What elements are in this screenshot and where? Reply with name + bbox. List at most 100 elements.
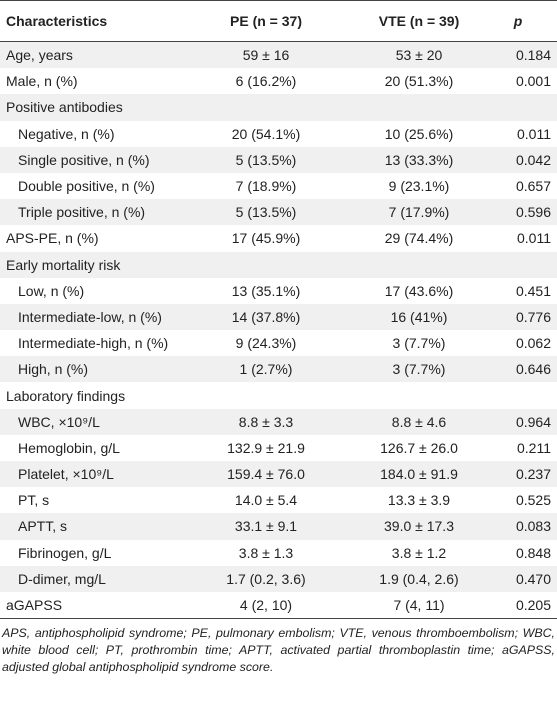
cell: 1 (2.7%) [186,356,346,383]
cell: 0.964 [492,408,557,435]
cell: 20 (51.3%) [384,73,454,90]
cell: 5 (13.5%) [186,199,346,226]
cell: 33.1 ± 9.1 [186,513,346,540]
header-row: Characteristics PE (n = 37) VTE (n = 39)… [0,0,557,42]
row-label: High, n (%) [0,356,186,383]
table-row: APTT, s 33.1 ± 9.1 39.0 ± 17.3 0.083 [0,513,557,540]
table-row: Double positive, n (%) 7 (18.9%) 9 (23.1%)… [0,173,557,199]
cell: 13 (35.1%) [231,282,301,299]
row-label: APTT, s [0,513,186,540]
cell: 7 (17.9%) [346,199,492,226]
table-row: Fibrinogen, g/L 3.8 ± 1.3 3.8 ± 1.2 0.848 [0,540,557,566]
row-label: Fibrinogen, g/L [18,544,112,561]
cell: 0.211 [517,439,551,456]
header-cell: PE (n = 37) [186,0,346,42]
cell: 0.470 [492,565,557,592]
cell: 132.9 ± 21.9 [227,439,305,456]
cell: 13.3 ± 3.9 [387,492,451,509]
cell: 6 (16.2%) [235,73,297,90]
cell: 0.184 [492,41,557,69]
group-label: Laboratory findings [6,387,126,404]
row-label: aGAPSS [0,591,186,620]
row-label: Platelet, ×10⁹/L [0,461,186,488]
cell: 16 (41%) [346,303,492,331]
cell: 3.8 ± 1.2 [391,544,447,561]
table-row: Laboratory findings [0,382,557,408]
table-row: PT, s 14.0 ± 5.4 13.3 ± 3.9 0.525 [0,487,557,513]
cell: 0.011 [517,230,551,247]
cell: 0.848 [515,544,551,561]
cell: 20 (54.1%) [231,125,301,142]
table-row: Intermediate-low, n (%) 14 (37.8%) 16 (41%… [0,303,557,331]
table-row: Intermediate-high, n (%) 9 (24.3%) 3 (7.7%… [0,330,557,356]
header-cell: VTE (n = 39) [346,0,492,42]
cell: 29 (74.4%) [384,230,454,247]
row-label: Single positive, n (%) [0,146,186,173]
cell: 0.062 [515,335,551,352]
cell: 3 (7.7%) [392,335,446,352]
cell: 0.646 [492,356,557,383]
table-row: Low, n (%) 13 (35.1%) 17 (43.6%) 0.451 [0,278,557,304]
table-row: APS-PE, n (%) 17 (45.9%) 29 (74.4%) 0.011 [0,225,557,251]
table-row: Negative, n (%) 20 (54.1%) 10 (25.6%) 0.011 [0,121,557,147]
cell: 5 (13.5%) [186,146,346,173]
cell: 8.8 ± 4.6 [346,408,492,435]
cell: 126.7 ± 26.0 [380,439,458,456]
cell: 14.0 ± 5.4 [234,492,298,509]
table-row: Hemoglobin, g/L 132.9 ± 21.9 126.7 ± 26.0 0… [0,435,557,461]
cell: 0.525 [515,492,551,509]
cell: 1.7 (0.2, 3.6) [186,565,346,592]
row-label: D-dimer, mg/L [0,565,186,592]
row-label: Double positive, n (%) [18,178,155,195]
row-label: WBC, ×10⁹/L [0,408,186,435]
cell: 0.083 [492,513,557,540]
table-body: Age, years 59 ± 16 53 ± 20 0.184 Male, n (%)… [0,41,557,620]
group-label: Early mortality risk [0,251,557,278]
table-row: Age, years 59 ± 16 53 ± 20 0.184 [0,41,557,69]
row-label: Triple positive, n (%) [0,199,186,226]
row-label: PT, s [18,492,50,509]
table-row: Single positive, n (%) 5 (13.5%) 13 (33.3%… [0,146,557,173]
header-cell: Characteristics [0,0,186,42]
cell: 9 (24.3%) [235,335,297,352]
table-row: Positive antibodies [0,94,557,121]
cell: 3 (7.7%) [346,356,492,383]
cell: 159.4 ± 76.0 [186,461,346,488]
data-table: Characteristics PE (n = 37) VTE (n = 39)… [0,0,557,620]
cell: 184.0 ± 91.9 [346,461,492,488]
cell: 7 (4, 11) [346,591,492,620]
table-row: Triple positive, n (%) 5 (13.5%) 7 (17.9%)… [0,199,557,226]
cell: 0.451 [515,282,551,299]
table-row: WBC, ×10⁹/L 8.8 ± 3.3 8.8 ± 4.6 0.964 [0,408,557,435]
cell: 0.042 [492,146,557,173]
cell: 17 (45.9%) [231,230,301,247]
table-row: Male, n (%) 6 (16.2%) 20 (51.3%) 0.001 [0,68,557,94]
table-row: Platelet, ×10⁹/L 159.4 ± 76.0 184.0 ± 91.9… [0,461,557,488]
cell: 0.596 [492,199,557,226]
cell: 17 (43.6%) [384,282,454,299]
cell: 10 (25.6%) [384,125,454,142]
cell: 3.8 ± 1.3 [238,544,294,561]
row-label: Negative, n (%) [18,125,115,142]
row-label: Hemoglobin, g/L [18,439,120,456]
table-row: aGAPSS 4 (2, 10) 7 (4, 11) 0.205 [0,591,557,620]
cell: 59 ± 16 [186,41,346,69]
table-row: D-dimer, mg/L 1.7 (0.2, 3.6) 1.9 (0.4, 2.6… [0,565,557,592]
cell: 0.657 [515,178,551,195]
cell: 1.9 (0.4, 2.6) [346,565,492,592]
cell: 0.776 [492,303,557,331]
row-label: Low, n (%) [18,282,85,299]
cell: 53 ± 20 [346,41,492,69]
row-label: APS-PE, n (%) [6,230,99,247]
cell: 0.011 [517,125,551,142]
cell: 0.001 [515,73,551,90]
cell: 14 (37.8%) [186,303,346,331]
header-cell: p [492,0,557,42]
cell: 39.0 ± 17.3 [346,513,492,540]
cell: 0.237 [492,461,557,488]
row-label: Male, n (%) [6,73,78,90]
cell: 7 (18.9%) [235,178,297,195]
cell: 0.205 [492,591,557,620]
group-label: Positive antibodies [0,94,557,121]
cell: 9 (23.1%) [388,178,450,195]
